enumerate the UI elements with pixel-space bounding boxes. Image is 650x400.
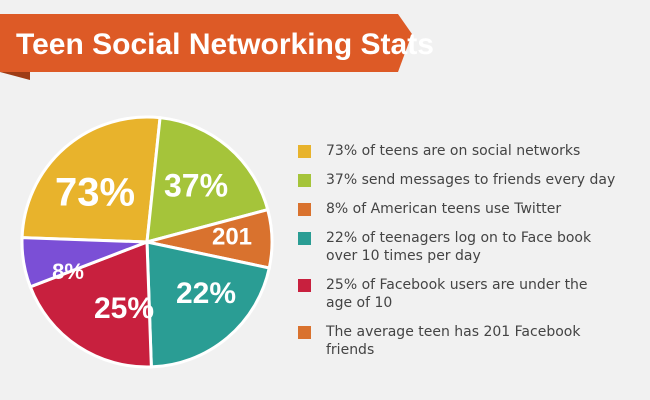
legend-item: 73% of teens are on social networks <box>298 142 638 160</box>
legend-swatch <box>298 232 311 245</box>
title: Teen Social Networking Stats <box>16 28 434 61</box>
banner-fold <box>0 72 30 80</box>
legend-text: 22% of teenagers log on to Face book ove… <box>326 230 592 264</box>
legend-text: The average teen has 201 Facebook friend… <box>326 324 581 358</box>
slice-label: 22% <box>176 277 236 310</box>
legend-item: The average teen has 201 Facebook friend… <box>298 323 638 359</box>
pie: 73% 37% 201 22% 25% 8% <box>20 115 274 369</box>
slice-label: 8% <box>52 259 84 284</box>
legend-swatch <box>298 326 311 339</box>
legend-text: 37% send messages to friends every day <box>326 172 616 188</box>
pie-slice <box>145 116 270 245</box>
slice-label: 37% <box>164 167 228 203</box>
legend-item: 22% of teenagers log on to Face book ove… <box>298 229 638 265</box>
legend-text: 25% of Facebook users are under the age … <box>326 277 588 311</box>
legend-item: 25% of Facebook users are under the age … <box>298 276 638 312</box>
slice-label: 201 <box>212 223 252 250</box>
legend-item: 37% send messages to friends every day <box>298 171 638 189</box>
legend-swatch <box>298 174 311 187</box>
pie-slice <box>20 115 162 244</box>
pie-slice <box>20 236 148 289</box>
slice-label: 25% <box>94 292 154 325</box>
legend-item: 8% of American teens use Twitter <box>298 200 638 218</box>
pie-slice <box>145 240 272 369</box>
legend-swatch <box>298 145 311 158</box>
legend-text: 73% of teens are on social networks <box>326 143 581 159</box>
legend-text: 8% of American teens use Twitter <box>326 201 562 217</box>
title-banner <box>0 14 412 72</box>
legend: 73% of teens are on social networks 37% s… <box>298 142 638 370</box>
legend-swatch <box>298 279 311 292</box>
slice-label: 73% <box>55 171 135 215</box>
legend-swatch <box>298 203 311 216</box>
pie-slice <box>28 239 153 369</box>
